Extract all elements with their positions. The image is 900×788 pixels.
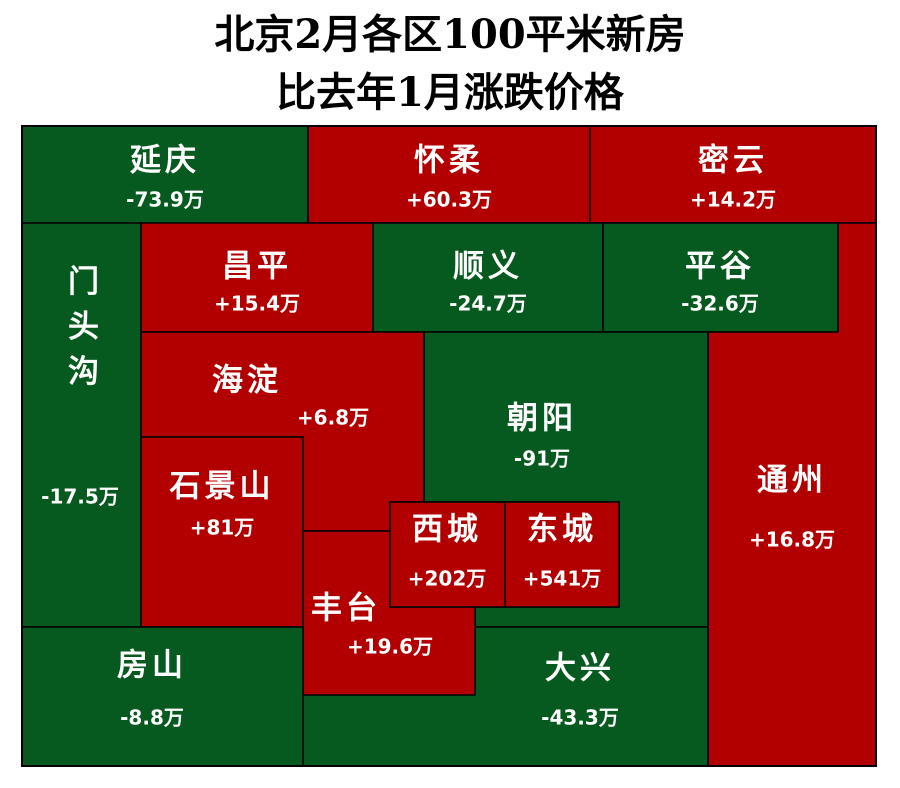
region-change: -17.5万 <box>41 485 119 509</box>
region-change: -24.7万 <box>449 292 527 316</box>
region-name: 昌平 <box>222 249 292 285</box>
region-change: -73.9万 <box>126 188 204 212</box>
region-name: 东城 <box>527 512 597 548</box>
title-line: 比去年1月涨跌价格 <box>276 69 625 116</box>
region-name: 门头沟 <box>62 265 99 400</box>
region-name: 石景山 <box>169 469 275 505</box>
region-name: 大兴 <box>545 651 615 687</box>
region-change: +19.6万 <box>347 635 433 659</box>
region-change: -8.8万 <box>120 706 184 730</box>
region-change: -43.3万 <box>541 706 619 730</box>
region-change: +541万 <box>523 567 602 591</box>
region-name: 顺义 <box>453 249 523 285</box>
region-change: +16.8万 <box>749 528 835 552</box>
region-name: 平谷 <box>685 249 755 285</box>
region-change: -91万 <box>514 447 570 471</box>
region-change: -32.6万 <box>681 292 759 316</box>
region-name: 怀柔 <box>414 143 484 179</box>
region-name: 密云 <box>698 143 768 179</box>
region <box>504 501 620 608</box>
region-change: +6.8万 <box>297 406 369 430</box>
region-name: 延庆 <box>129 143 200 179</box>
region-name: 西城 <box>412 512 482 548</box>
region-name: 朝阳 <box>507 401 577 437</box>
region-name: 丰台 <box>311 591 381 627</box>
map-border <box>21 125 877 767</box>
region-name: 房山 <box>117 648 187 684</box>
title-line: 北京2月各区100平米新房 <box>214 11 685 58</box>
region-change: +15.4万 <box>214 292 300 316</box>
region-change: +81万 <box>190 516 255 540</box>
map <box>21 125 877 767</box>
region-name: 海淀 <box>212 363 282 399</box>
region-change: +14.2万 <box>690 188 776 212</box>
labels: 延庆 -73.9万 怀柔 +60.3万 密云 +14.2万 门头沟 -17.5万… <box>41 143 835 730</box>
region-change: +60.3万 <box>406 188 492 212</box>
region-change: +202万 <box>408 567 487 591</box>
region-name: 通州 <box>757 463 827 499</box>
